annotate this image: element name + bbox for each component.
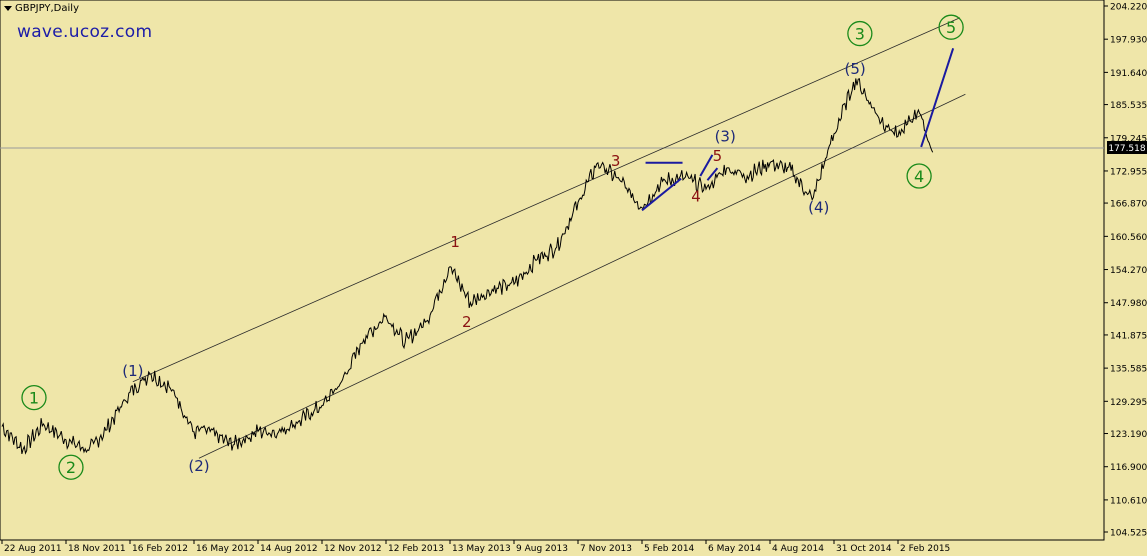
y-axis: 204.220 197.930 191.640 185.535 179.245 172.9… [1104,3,1147,539]
y-tick-label: 179.245 [1110,134,1147,144]
wave-label: (5) [844,60,865,78]
y-tick-label: 135.585 [1110,365,1147,375]
wave-label: 3 [855,25,865,44]
wave-label: (3) [715,127,736,145]
x-tick-label: 14 Aug 2012 [260,544,318,554]
wave-label-circle [58,454,84,480]
annotation-line [920,48,955,148]
price-series [1,78,934,455]
x-tick-label: 2 Feb 2015 [900,544,950,554]
current-price-label: 177.518 [1107,141,1147,154]
x-tick-label: 22 Aug 2011 [4,544,62,554]
watermark-text: wave.ucoz.com [17,22,153,42]
wave-label: 4 [691,188,701,206]
x-tick-label: 9 Aug 2013 [516,544,568,554]
wave-label: 5 [713,147,723,165]
chart-title-text: GBPJPY,Daily [15,3,79,14]
wave-label-circle [847,20,873,47]
chevron-down-icon[interactable] [4,6,12,11]
wave-label-circle [906,163,932,189]
y-tick-label: 123.190 [1110,430,1147,440]
wave-labels: 1 2 (1) (2) 1 2 3 4 5 (3) (4) (5) 3 4 5 [21,14,964,480]
annotation-line [641,177,682,212]
y-tick-label: 185.535 [1110,101,1147,111]
current-price-label-bg [1107,141,1147,154]
x-tick-label: 7 Nov 2013 [580,544,632,554]
y-tick-label: 160.560 [1110,233,1147,243]
wave-label: 3 [611,152,621,170]
plot-frame [0,0,1105,541]
x-axis: 22 Aug 2011 18 Nov 2011 16 Feb 2012 16 May … [1,540,950,554]
wave-label-circle [938,14,964,40]
y-tick-label: 129.295 [1110,398,1147,408]
wave-label: 4 [914,167,924,186]
x-tick-label: 4 Aug 2014 [772,544,824,554]
channel-line [132,17,961,383]
wave-label: 1 [450,233,460,251]
channel-line [198,93,966,459]
x-tick-label: 12 Feb 2013 [388,544,444,554]
y-tick-label: 172.955 [1110,167,1147,177]
x-tick-label: 12 Nov 2012 [324,544,382,554]
y-tick-label: 191.640 [1110,69,1147,79]
price-line [1,78,934,455]
y-tick-label: 166.870 [1110,200,1147,210]
y-tick-label: 197.930 [1110,36,1147,46]
current-price-value: 177.518 [1108,144,1145,154]
x-tick-label: 16 May 2012 [196,544,255,554]
y-tick-label: 204.220 [1110,3,1147,13]
wave-label: 2 [462,313,472,331]
x-tick-label: 16 Feb 2012 [132,544,188,554]
x-tick-label: 13 May 2013 [452,544,511,554]
wave-label: (1) [122,362,143,380]
x-tick-label: 5 Feb 2014 [644,544,695,554]
channel-lines [132,17,966,459]
y-tick-label: 116.900 [1110,463,1147,473]
wave-label: 2 [66,458,76,477]
y-tick-label: 110.610 [1110,496,1147,506]
annotation-lines [641,48,955,212]
wave-label: (4) [808,199,829,217]
x-tick-label: 6 May 2014 [708,544,761,554]
y-tick-label: 154.270 [1110,266,1147,276]
y-tick-label: 141.875 [1110,331,1147,341]
x-tick-label: 18 Nov 2011 [68,544,126,554]
annotation-line [706,167,719,181]
wave-label: (2) [188,457,209,475]
annotation-line [699,154,714,177]
wave-label: 1 [29,389,39,408]
wave-label-circle [21,384,47,411]
y-tick-label: 104.525 [1110,529,1147,539]
chart-title[interactable]: GBPJPY,Daily [4,3,79,14]
y-tick-label: 147.980 [1110,299,1147,309]
wave-label: 5 [946,18,956,37]
x-tick-label: 31 Oct 2014 [836,544,892,554]
